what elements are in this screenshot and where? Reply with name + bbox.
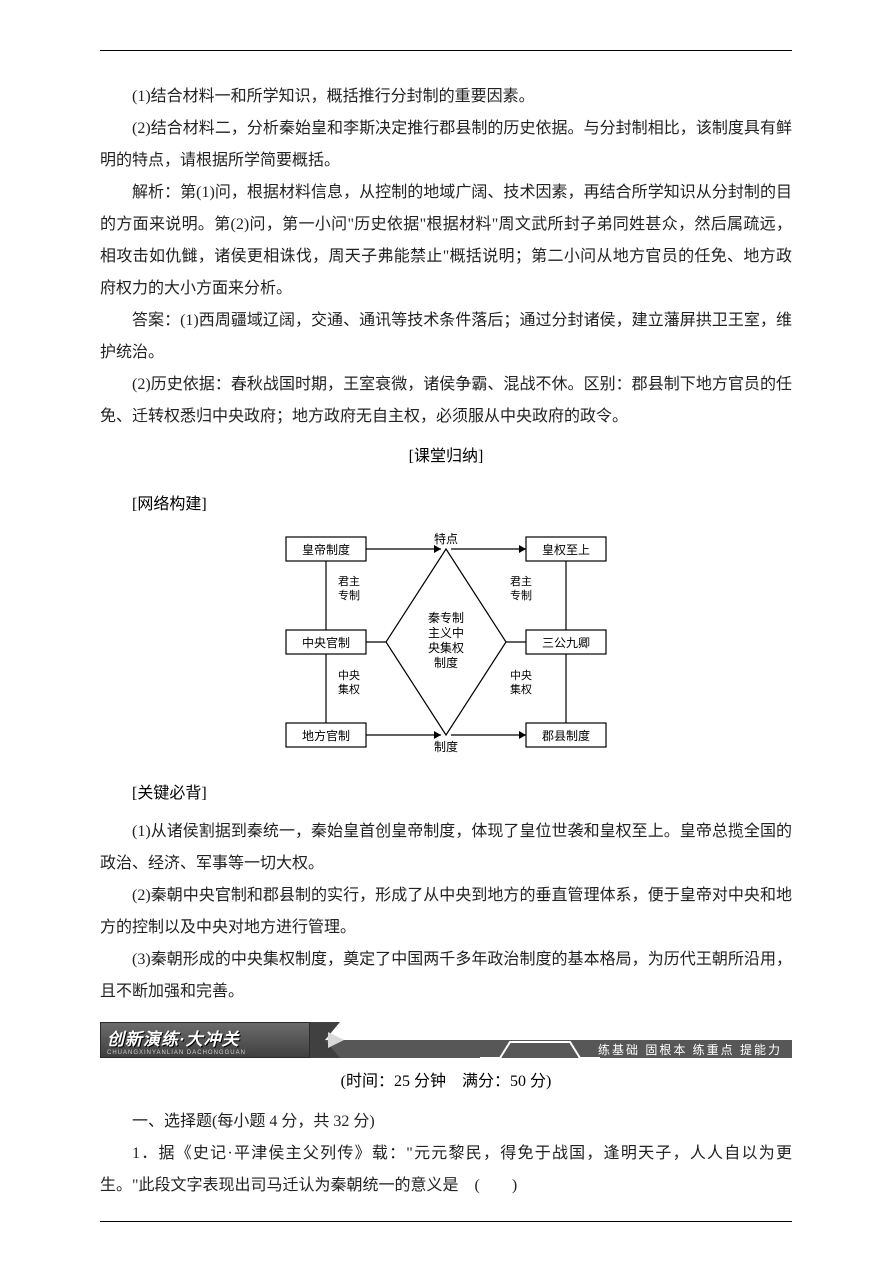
edge-right-upper-2: 专制 — [510, 588, 532, 602]
exercise-section-1: 一、选择题(每小题 4 分，共 32 分) — [100, 1106, 792, 1138]
banner-notch — [480, 1040, 600, 1058]
network-diagram: 皇帝制度 中央官制 地方官制 皇权至上 三公九卿 郡县制度 君主 专制 中央 集… — [276, 527, 616, 762]
exercise-meta: (时间：25 分钟 满分：50 分) — [100, 1066, 792, 1098]
question-2: (2)结合材料二，分析秦始皇和李斯决定推行郡县制的历史依据。与分封制相比，该制度… — [100, 113, 792, 177]
node-mid-left: 中央官制 — [302, 635, 350, 650]
keypoint-1: (1)从诸侯割据到秦统一，秦始皇首创皇帝制度，体现了皇位世袭和皇权至上。皇帝总揽… — [100, 816, 792, 880]
analysis-text: 解析：第(1)问，根据材料信息，从控制的地域广阔、技术因素，再结合所学知识从分封… — [100, 177, 792, 305]
node-top-right: 皇权至上 — [542, 543, 590, 557]
banner-pinyin: CHUANGXINYANLIAN DACHONGGUAN — [107, 1050, 309, 1056]
top-rule — [100, 50, 792, 51]
keypoint-3: (3)秦朝形成的中央集权制度，奠定了中国两千多年政治制度的基本格局，为历代王朝所… — [100, 944, 792, 1008]
class-summary-label: [课堂归纳] — [100, 441, 792, 473]
node-center-2: 主义中 — [428, 625, 464, 640]
node-bot-left: 地方官制 — [302, 728, 350, 743]
node-mid-right: 三公九卿 — [542, 636, 590, 650]
question-1: (1)结合材料一和所学知识，概括推行分封制的重要因素。 — [100, 81, 792, 113]
node-center-4: 制度 — [434, 655, 458, 670]
edge-left-upper-1: 君主 — [338, 575, 360, 588]
banner-right-text: 练基础 固根本 练重点 提能力 — [598, 1040, 782, 1058]
banner-title-box: 创新演练·大冲关 CHUANGXINYANLIAN DACHONGGUAN — [100, 1022, 310, 1058]
node-top-left: 皇帝制度 — [302, 542, 350, 557]
keypoints-label: [关键必背] — [100, 778, 792, 810]
edge-left-lower-1: 中央 — [338, 669, 360, 682]
exercise-q1: 1．据《史记·平津侯主父列传》载："元元黎民，得免于战国，逢明天子，人人自以为更… — [100, 1138, 792, 1202]
answer-1: 答案：(1)西周疆域辽阔，交通、通讯等技术条件落后；通过分封诸侯，建立藩屏拱卫王… — [100, 305, 792, 369]
edge-bottom-label: 制度 — [434, 739, 458, 754]
edge-left-lower-2: 集权 — [338, 682, 360, 696]
node-center-3: 央集权 — [428, 640, 464, 655]
edge-left-upper-2: 专制 — [338, 588, 360, 602]
network-label: [网络构建] — [100, 489, 792, 521]
banner-title: 创新演练·大冲关 — [107, 1025, 309, 1050]
node-bot-right: 郡县制度 — [542, 728, 590, 743]
edge-right-upper-1: 君主 — [510, 575, 532, 588]
banner-arrow-icon — [310, 1022, 360, 1058]
bottom-rule — [100, 1221, 792, 1222]
practice-banner: 创新演练·大冲关 CHUANGXINYANLIAN DACHONGGUAN 练基… — [100, 1022, 792, 1058]
edge-right-lower-2: 集权 — [510, 682, 532, 696]
node-center-1: 秦专制 — [428, 610, 464, 625]
edge-right-lower-1: 中央 — [510, 669, 532, 682]
edge-top-label: 特点 — [434, 531, 458, 546]
keypoint-2: (2)秦朝中央官制和郡县制的实行，形成了从中央到地方的垂直管理体系，便于皇帝对中… — [100, 880, 792, 944]
answer-2: (2)历史依据：春秋战国时期，王室衰微，诸侯争霸、混战不休。区别：郡县制下地方官… — [100, 369, 792, 433]
